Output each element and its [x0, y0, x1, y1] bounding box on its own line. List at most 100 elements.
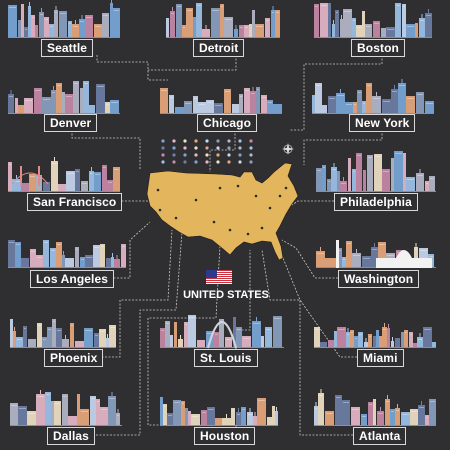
legend-icon — [238, 139, 242, 143]
legend-icon — [227, 160, 231, 164]
legend-icon — [205, 146, 209, 150]
legend-icon — [172, 153, 176, 157]
city-label-atlanta: Atlanta — [353, 427, 407, 445]
city-label-chicago: Chicago — [197, 114, 258, 132]
city-label-miami: Miami — [357, 349, 404, 367]
connector-line — [96, 231, 183, 436]
connector-line — [291, 200, 334, 206]
city-label-houston: Houston — [194, 427, 256, 445]
skyline-st-louis — [160, 315, 284, 348]
skyline-philadelphia — [316, 151, 436, 192]
legend-icon — [205, 160, 209, 164]
legend-icon — [172, 160, 176, 164]
city-label-san-francisco: San Francisco — [27, 193, 123, 211]
legend-icon — [183, 153, 187, 157]
legend-icon — [249, 153, 253, 157]
legend-icons — [161, 139, 253, 164]
legend-icon — [205, 153, 209, 157]
city-label-dallas: Dallas — [47, 427, 95, 445]
legend-icon — [172, 146, 176, 150]
city-dot — [218, 186, 222, 190]
skyline-los-angeles — [8, 240, 126, 268]
usa-map — [146, 162, 299, 261]
legend-icon — [227, 146, 231, 150]
gateway-arch — [206, 320, 238, 349]
connector-line — [235, 250, 251, 349]
legend-icon — [249, 139, 253, 143]
us-flag-icon — [206, 270, 232, 284]
connector-line — [148, 55, 237, 71]
city-dot — [212, 220, 216, 224]
city-dot — [194, 198, 198, 202]
legend-icon — [238, 146, 242, 150]
city-label-detroit: Detroit — [193, 39, 245, 57]
city-label-st-louis: St. Louis — [194, 349, 258, 367]
legend-icon — [194, 153, 198, 157]
skyline-detroit — [166, 3, 280, 38]
city-label-boston: Boston — [351, 39, 405, 57]
legend-icon — [238, 153, 242, 157]
city-dot — [260, 226, 264, 230]
city-label-philadelphia: Philadelphia — [334, 193, 418, 211]
connector-line — [98, 229, 173, 358]
country-title: UNITED STATES — [183, 289, 269, 301]
connector-line — [96, 55, 168, 81]
connector-line — [261, 249, 353, 436]
legend-icon — [205, 139, 209, 143]
city-label-phoenix: Phoenix — [44, 349, 104, 367]
legend-icon — [161, 146, 165, 150]
golden-gate-bridge — [11, 166, 49, 186]
connector-line — [303, 130, 383, 165]
legend-icon — [183, 139, 187, 143]
skyline-new-york — [312, 79, 434, 114]
connector-line — [110, 221, 151, 279]
legend-icon — [183, 146, 187, 150]
connector-line — [71, 130, 141, 170]
city-dot — [236, 184, 240, 188]
skyline-dallas — [10, 390, 122, 426]
legend-icon — [216, 160, 220, 164]
city-label-seattle: Seattle — [41, 39, 94, 57]
legend-icon — [216, 146, 220, 150]
legend-icon — [161, 153, 165, 157]
city-dot — [268, 206, 272, 210]
legend-icon — [249, 160, 253, 164]
skyline-houston — [160, 397, 278, 426]
city-dot — [246, 232, 250, 236]
connector-line — [282, 257, 357, 358]
city-dot — [158, 208, 162, 212]
legend-icon — [183, 160, 187, 164]
legend-icon — [227, 139, 231, 143]
legend-icon — [216, 153, 220, 157]
legend-icon — [172, 139, 176, 143]
skyline-boston — [314, 3, 432, 38]
skylines — [8, 0, 436, 426]
city-label-washington: Washington — [338, 270, 420, 288]
skyline-phoenix — [10, 319, 116, 348]
skyline-san-francisco — [8, 157, 120, 192]
skyline-denver — [8, 81, 120, 114]
connector-line — [209, 130, 236, 172]
skyline-seattle — [8, 0, 120, 38]
city-dot — [278, 194, 282, 198]
legend-icon — [194, 146, 198, 150]
legend-icon — [216, 139, 220, 143]
compass-icon — [282, 143, 294, 155]
legend-icon — [238, 160, 242, 164]
skyline-atlanta — [314, 389, 436, 426]
city-dot — [174, 216, 178, 220]
city-dot — [284, 186, 288, 190]
city-label-los-angeles: Los Angeles — [30, 270, 115, 288]
city-dot — [228, 228, 232, 232]
legend-icon — [194, 139, 198, 143]
city-label-denver: Denver — [44, 114, 98, 132]
skyline-miami — [314, 323, 436, 348]
city-dot — [156, 188, 160, 192]
capitol-building — [336, 240, 432, 268]
connector-line — [147, 244, 237, 435]
city-dot — [254, 194, 258, 198]
legend-icon — [227, 153, 231, 157]
